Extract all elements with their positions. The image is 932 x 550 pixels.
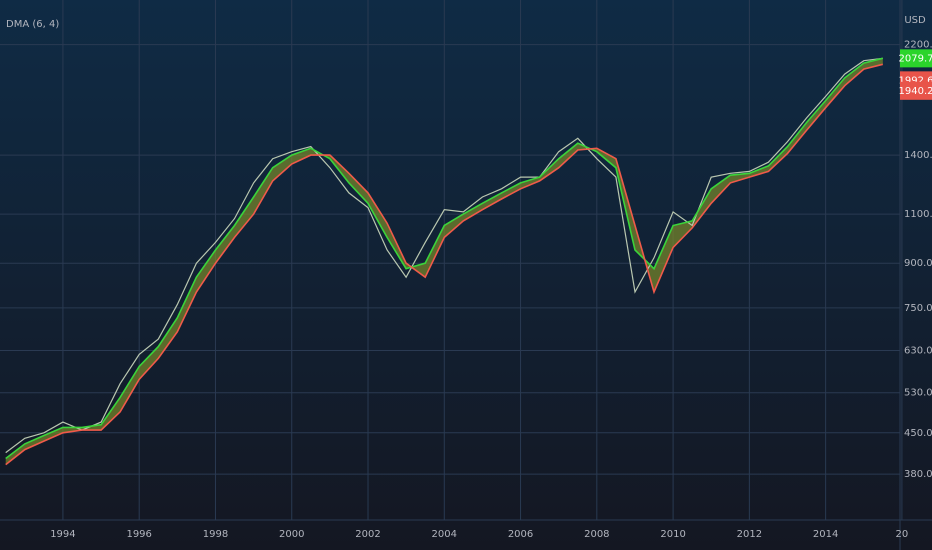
y-tick-label: 450.0 [904,428,932,439]
y-tick-label: 530.0 [904,388,932,399]
y-tick-label: 380.0 [904,469,932,480]
price-tag [900,49,932,68]
y-tick-label: 1100.0 [904,209,932,220]
x-tick-label: 1998 [203,529,228,540]
x-tick-label: 2002 [355,529,380,540]
x-tick-label: 2004 [432,529,457,540]
price-tag-label: 2079.7 [899,53,932,64]
series-line [5,57,883,460]
x-tick-label: 1996 [126,529,151,540]
y-tick-label: 900.0 [904,258,932,269]
x-tick-label: 2012 [737,529,762,540]
x-tick-label: 1994 [50,529,75,540]
x-tick-label: 2014 [813,529,838,540]
y-tick-label: 1400.0 [904,150,932,161]
x-tick-label: 2010 [660,529,685,540]
x-tick-label: 2006 [508,529,533,540]
y-tick-label: 630.0 [904,345,932,356]
currency-label: USD [904,15,926,26]
indicator-title: DMA (6, 4) [6,19,59,30]
x-tick-label: 2008 [584,529,609,540]
price-tag-label: 1992.6 [899,75,932,86]
y-tick-label: 750.0 [904,303,932,314]
price-tag-label: 1940.2 [899,86,932,97]
price-tag [900,81,932,100]
series-line [5,63,883,466]
y-tick-label: 2200.0 [904,40,932,51]
x-tick-label: 20 [896,529,909,540]
x-tick-label: 2000 [279,529,304,540]
series-line [5,57,883,454]
